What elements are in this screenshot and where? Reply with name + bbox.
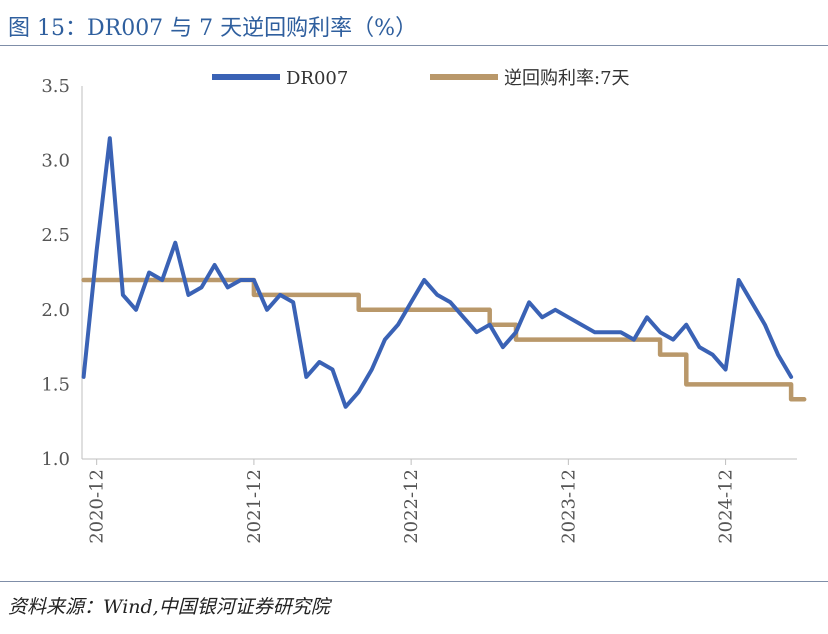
title-divider: [0, 45, 828, 46]
y-tick-label: 1.5: [41, 374, 70, 395]
chart-legend: DR007 逆回购利率:7天: [212, 68, 630, 89]
dr007-line: [81, 136, 794, 409]
chart-title: 图 15：DR007 与 7 天逆回购利率（%）: [8, 16, 418, 41]
x-tick-label: 2024-12: [716, 469, 737, 544]
source-note: 资料来源：Wind,中国银河证券研究院: [8, 596, 330, 618]
x-tick-label: 2020-12: [87, 469, 108, 544]
y-tick-label: 1.0: [41, 449, 70, 470]
line-chart: DR007 逆回购利率:7天 1.0 1.5 2.0 2.5 3.0 3.5 2020-12…: [41, 68, 807, 544]
y-tick-label: 3.5: [41, 76, 70, 97]
legend-label-dr007: DR007: [286, 68, 348, 89]
chart-axes: 1.0 1.5 2.0 2.5 3.0 3.5 2020-12 2021-12 2022-12 2…: [41, 76, 797, 544]
x-tick-label: 2023-12: [558, 469, 579, 544]
y-tick-label: 2.0: [41, 300, 70, 321]
chart-series: [81, 136, 807, 409]
footer-divider: [0, 581, 828, 582]
y-tick-label: 2.5: [41, 225, 70, 246]
legend-label-reverse-repo: 逆回购利率:7天: [504, 68, 630, 89]
x-tick-label: 2021-12: [244, 469, 265, 544]
y-tick-label: 3.0: [41, 151, 70, 172]
x-tick-label: 2022-12: [401, 469, 422, 544]
